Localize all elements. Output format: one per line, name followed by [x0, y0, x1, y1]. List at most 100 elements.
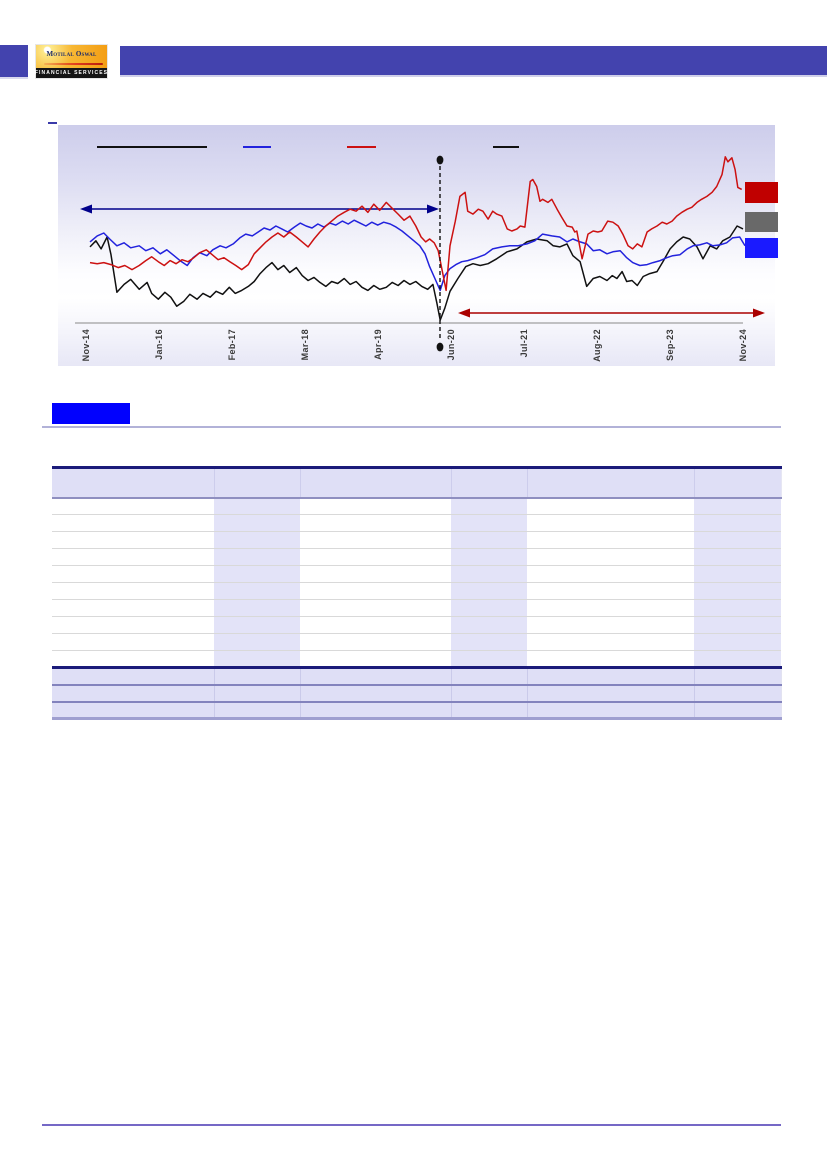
table-header-cell — [451, 467, 528, 498]
table-summary-cell — [451, 667, 528, 685]
series-red-line — [89, 156, 743, 292]
table-header-cell — [300, 467, 452, 498]
table-cell — [300, 634, 451, 651]
value-box-gray — [745, 212, 778, 232]
table-cell — [214, 548, 300, 566]
x-tick-label: Sep-23 — [665, 329, 675, 361]
table-header-cell — [527, 467, 695, 498]
logo-strip: FINANCIAL SERVICES — [34, 68, 109, 78]
table-summary-cell — [214, 667, 301, 685]
red-arrowhead-right — [753, 308, 765, 318]
table-cell — [52, 566, 214, 583]
logo-swoosh — [44, 63, 103, 65]
table-header — [52, 467, 782, 498]
event-dot-bottom — [436, 342, 444, 352]
table-cell — [694, 633, 781, 651]
x-tick-label: Jan-16 — [154, 329, 164, 360]
table-cell — [451, 650, 527, 668]
table-cell — [300, 651, 451, 668]
table-cell — [527, 498, 694, 515]
table-cell — [300, 498, 451, 515]
table-cell — [451, 582, 527, 600]
x-tick-label: Nov-24 — [738, 329, 748, 362]
table-summary-cell — [527, 684, 695, 702]
table-summary-cell — [451, 701, 528, 719]
table-summary-cell — [214, 701, 301, 719]
table-cell — [214, 650, 300, 668]
value-box-blue — [745, 238, 778, 258]
table-cell — [694, 565, 781, 583]
table-summary-cell — [527, 667, 695, 685]
chart-corner-tick — [48, 122, 57, 124]
table-summary-cell — [694, 684, 782, 702]
table-cell — [527, 532, 694, 549]
table-body — [52, 497, 782, 719]
table-cell — [694, 650, 781, 668]
table-cell — [694, 548, 781, 566]
table-cell — [527, 634, 694, 651]
blue-arrowhead-right — [427, 204, 439, 214]
table-summary-row — [52, 684, 782, 702]
table-cell — [527, 617, 694, 634]
table-cell — [527, 600, 694, 617]
event-dot-top — [436, 155, 444, 165]
x-tick-label: Apr-19 — [373, 329, 383, 360]
table-row — [52, 633, 781, 651]
legend-line-4 — [493, 146, 519, 148]
table-cell — [300, 515, 451, 532]
table-summary-cell — [300, 701, 452, 719]
table-row — [52, 616, 781, 634]
table-cell — [451, 548, 527, 566]
header-accent-square — [0, 45, 28, 79]
table-row — [52, 531, 781, 549]
x-tick-label: Nov-14 — [81, 329, 91, 362]
table-row — [52, 650, 781, 668]
table-row — [52, 582, 781, 600]
table-cell — [451, 514, 527, 532]
table-cell — [300, 566, 451, 583]
table-cell — [214, 616, 300, 634]
footer-rule — [42, 1124, 781, 1126]
table-summary-cell — [527, 701, 695, 719]
table-cell — [451, 565, 527, 583]
table-row — [52, 599, 781, 617]
legend-line-2 — [243, 146, 271, 148]
price-performance-chart: Nov-14 Jan-16 Feb-17 Mar-18 Apr-19 Jun-20 Jul-… — [58, 125, 778, 366]
table-cell — [214, 633, 300, 651]
blue-arrowhead-left — [80, 204, 92, 214]
table-cell — [451, 531, 527, 549]
table-cell — [694, 582, 781, 600]
series-blue-line — [89, 219, 746, 292]
legend-line-3 — [347, 146, 376, 148]
x-tick-label: Aug-22 — [592, 329, 602, 362]
table-cell — [451, 616, 527, 634]
header-title-bar — [120, 46, 827, 77]
table-cell — [214, 514, 300, 532]
table-cell — [214, 565, 300, 583]
section-divider — [42, 426, 781, 428]
table-summary-row — [52, 701, 782, 719]
table-cell — [694, 531, 781, 549]
red-arrowhead-left — [458, 308, 470, 318]
table-cell — [694, 616, 781, 634]
table-cell — [214, 497, 300, 515]
table-cell — [527, 515, 694, 532]
table-cell — [694, 514, 781, 532]
table-cell — [451, 497, 527, 515]
table-summary-row — [52, 667, 782, 685]
table-cell — [527, 566, 694, 583]
x-tick-label: Jul-21 — [519, 329, 529, 358]
table-summary-cell — [52, 701, 215, 719]
logo-tagline: FINANCIAL SERVICES — [34, 70, 109, 76]
table-cell — [52, 617, 214, 634]
table-summary-cell — [214, 684, 301, 702]
series-black-line — [89, 225, 744, 321]
table-cell — [300, 600, 451, 617]
series-group — [89, 156, 746, 321]
legend-line-1 — [97, 146, 207, 148]
table-cell — [52, 532, 214, 549]
table-cell — [52, 600, 214, 617]
table-cell — [52, 498, 214, 515]
table-cell — [214, 582, 300, 600]
table-row — [52, 548, 781, 566]
